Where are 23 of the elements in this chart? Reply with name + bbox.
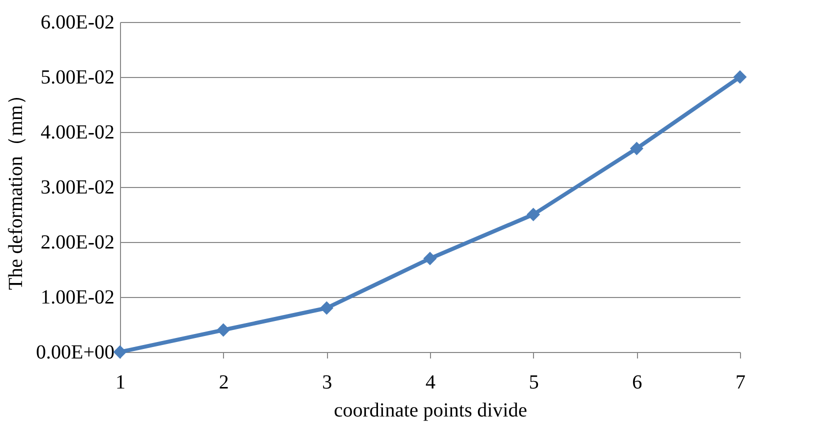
x-tick-label: 5	[528, 372, 539, 394]
point	[526, 208, 540, 222]
point	[423, 252, 437, 266]
x-tick-label: 7	[736, 372, 746, 394]
point	[320, 301, 334, 315]
y-axis-title: The deformation（mm）	[5, 85, 28, 290]
x-tick-label: 4	[426, 372, 436, 394]
y-tick-label: 4.00E-02	[40, 122, 114, 144]
x-tick-label: 6	[632, 372, 642, 394]
y-tick-label: 2.00E-02	[40, 232, 114, 254]
point	[733, 70, 747, 84]
x-tick-label: 2	[218, 372, 229, 394]
point	[216, 323, 230, 337]
y-tick-label: 6.00E-02	[40, 12, 114, 34]
y-tick-label: 5.00E-02	[40, 66, 114, 88]
x-axis-title: coordinate points divide	[334, 400, 528, 422]
x-tick-label: 1	[116, 372, 126, 394]
point	[630, 142, 644, 156]
y-tick-label: 0.00E+00	[36, 342, 114, 364]
y-tick-label: 3.00E-02	[40, 176, 114, 198]
x-tick-label: 3	[322, 372, 332, 394]
y-tick-label: 1.00E-02	[40, 286, 114, 308]
point	[113, 345, 127, 359]
